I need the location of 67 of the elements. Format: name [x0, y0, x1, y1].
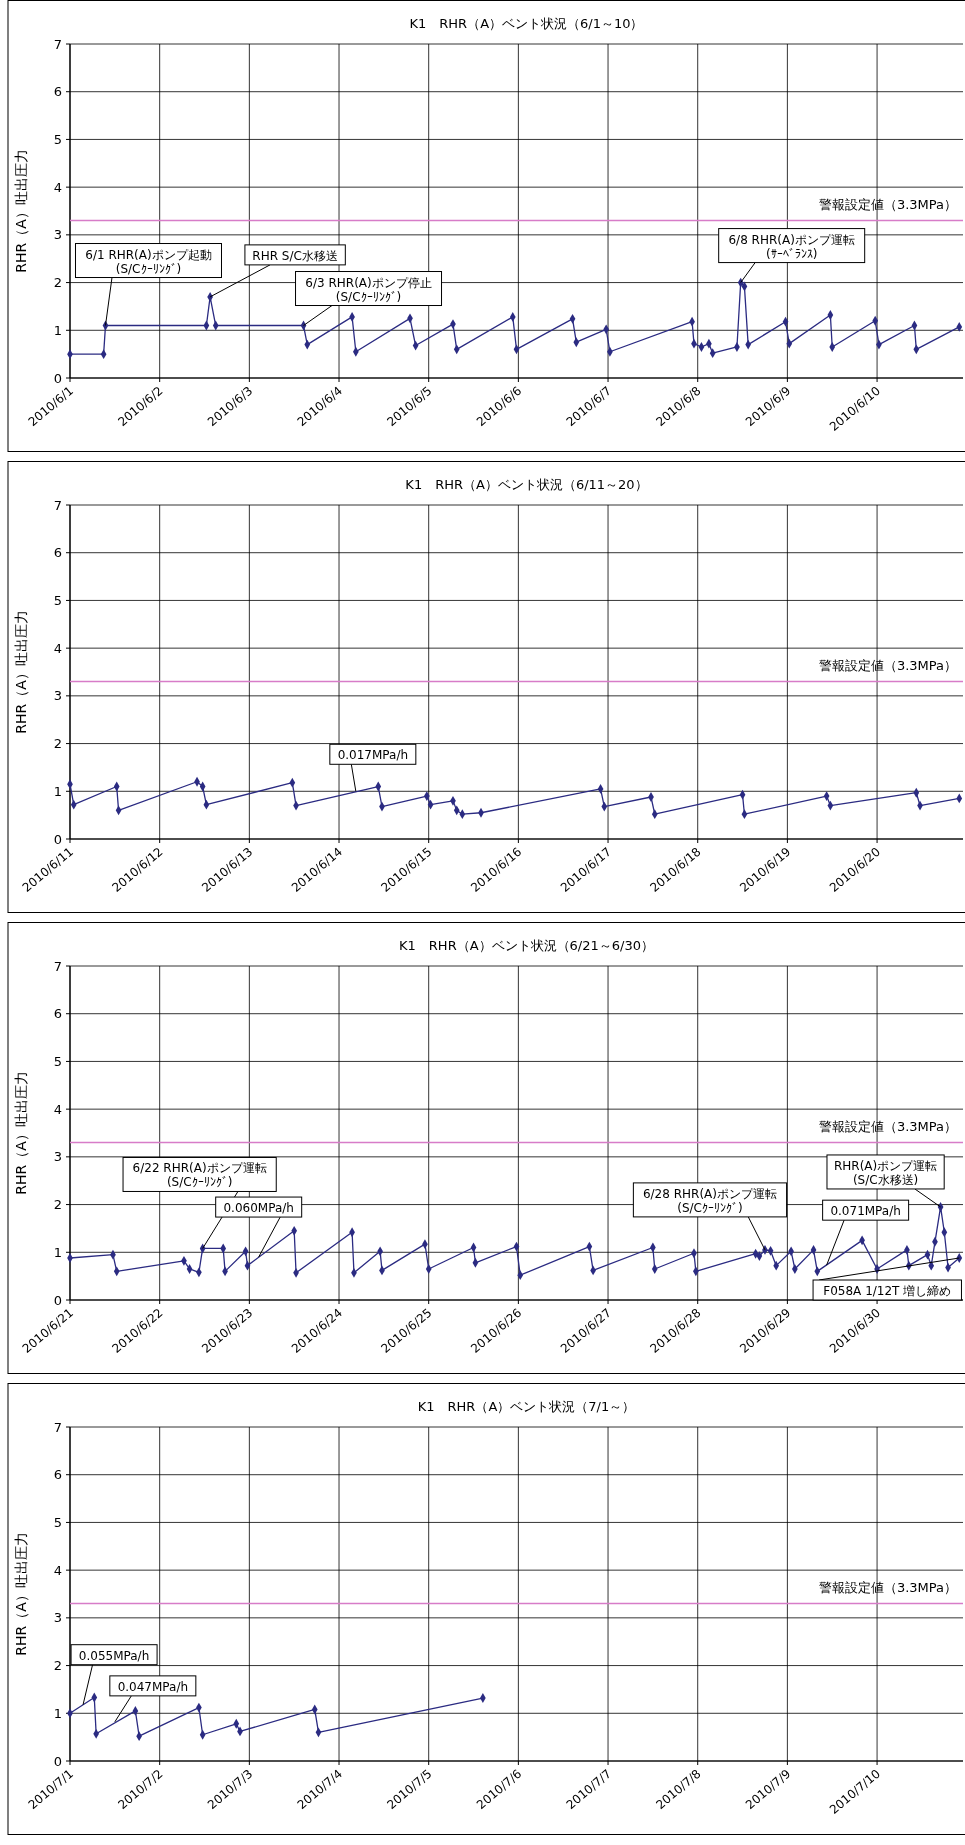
- y-tick-label: 6: [53, 1467, 62, 1483]
- point: [509, 312, 516, 322]
- y-axis-title: RHR（A）吐出圧力: [13, 1532, 29, 1656]
- y-tick-label: 0: [53, 1292, 62, 1308]
- annotation: 6/22 RHR(A)ポンプ運転 (S/Cｸｰﾘﾝｸﾞ): [132, 1161, 267, 1190]
- ref-line-label: 警報設定値（3.3MPa）: [818, 657, 957, 673]
- annotation: RHR(A)ポンプ運転 (S/C水移送): [833, 1158, 938, 1187]
- point: [827, 310, 834, 320]
- y-tick-label: 1: [53, 1705, 62, 1721]
- y-tick-label: 7: [53, 36, 62, 52]
- annotation: 0.055MPa/h: [78, 1648, 150, 1663]
- y-tick-label: 0: [53, 370, 62, 386]
- y-tick-label: 7: [53, 958, 62, 974]
- point: [829, 342, 836, 352]
- y-tick-label: 3: [53, 1149, 62, 1165]
- point: [956, 322, 963, 332]
- point: [823, 791, 830, 801]
- y-tick-label: 0: [53, 831, 62, 847]
- annotation: RHR S/C水移送: [252, 248, 338, 263]
- y-tick-label: 5: [53, 1053, 62, 1069]
- annotation: 0.071MPa/h: [830, 1204, 901, 1219]
- annotation: 6/3 RHR(A)ポンプ停止 (S/Cｸｰﾘﾝｸﾞ): [305, 275, 432, 304]
- chart-title: K1 RHR（A）ベント状況（7/1～）: [417, 1399, 636, 1414]
- y-tick-label: 4: [53, 179, 62, 195]
- ref-line-label: 警報設定値（3.3MPa）: [818, 1118, 957, 1134]
- annotation: 6/28 RHR(A)ポンプ運転 (S/Cｸｰﾘﾝｸﾞ): [642, 1186, 777, 1215]
- y-tick-label: 2: [53, 1197, 62, 1213]
- point: [651, 1264, 658, 1274]
- y-tick-label: 1: [53, 783, 62, 799]
- y-tick-label: 2: [53, 736, 62, 752]
- y-tick-label: 2: [53, 275, 62, 291]
- y-tick-label: 7: [53, 497, 62, 513]
- y-tick-label: 6: [53, 545, 62, 561]
- y-axis-title: RHR（A）吐出圧力: [13, 610, 29, 734]
- y-tick-label: 6: [53, 1006, 62, 1022]
- y-tick-label: 5: [53, 592, 62, 608]
- y-tick-label: 2: [53, 1658, 62, 1674]
- annotation: 6/1 RHR(A)ポンプ起動 (S/Cｸｰﾘﾝｸﾞ): [85, 247, 212, 276]
- y-tick-label: 3: [53, 1610, 62, 1626]
- point: [425, 1264, 432, 1274]
- ref-line-label: 警報設定値（3.3MPa）: [818, 196, 957, 212]
- y-tick-label: 1: [53, 322, 62, 338]
- annotation: 6/8 RHR(A)ポンプ運転 (ｻｰﾍﾞﾗﾝｽ): [728, 232, 855, 261]
- annotation: 0.017MPa/h: [337, 748, 409, 763]
- point: [423, 791, 430, 801]
- y-tick-label: 4: [53, 640, 62, 656]
- y-axis-title: RHR（A）吐出圧力: [13, 1071, 29, 1195]
- y-axis-title: RHR（A）吐出圧力: [13, 149, 29, 273]
- y-tick-label: 3: [53, 227, 62, 243]
- point: [698, 342, 705, 352]
- y-tick-label: 5: [53, 1514, 62, 1530]
- y-tick-label: 5: [53, 131, 62, 147]
- y-tick-label: 4: [53, 1562, 62, 1578]
- y-tick-label: 0: [53, 1753, 62, 1769]
- chart-title: K1 RHR（A）ベント状況（6/1～10）: [409, 16, 644, 31]
- annotation: 0.060MPa/h: [223, 1201, 294, 1216]
- point: [186, 1264, 193, 1274]
- annotation: F058A 1/12T 増し締め: [823, 1284, 952, 1299]
- ref-line-label: 警報設定値（3.3MPa）: [818, 1579, 957, 1595]
- y-tick-label: 1: [53, 1244, 62, 1260]
- annotation: 0.047MPa/h: [117, 1679, 189, 1694]
- chart-title: K1 RHR（A）ベント状況（6/11～20）: [405, 477, 648, 492]
- y-tick-label: 4: [53, 1101, 62, 1117]
- y-tick-label: 6: [53, 84, 62, 100]
- chart-title: K1 RHR（A）ベント状況（6/21～6/30）: [399, 938, 654, 953]
- y-tick-label: 7: [53, 1419, 62, 1435]
- y-tick-label: 3: [53, 688, 62, 704]
